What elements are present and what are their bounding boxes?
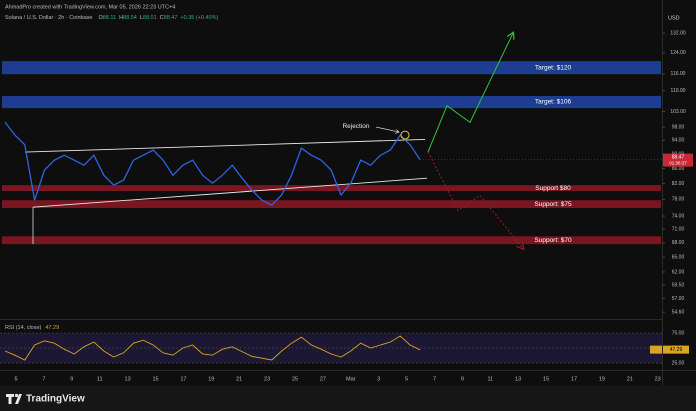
channel-lower	[32, 177, 428, 208]
annotation-arrow	[375, 126, 399, 132]
y-tick-label: 103.00	[670, 109, 686, 115]
zone-label: Target: $120	[535, 64, 572, 71]
x-tick-label: Mar	[346, 376, 356, 382]
brand: TradingView	[26, 394, 85, 405]
background	[0, 0, 696, 386]
y-tick-label: 68.00	[672, 240, 685, 246]
y-tick-label: 74.00	[672, 213, 685, 219]
y-tick-label: 54.60	[672, 309, 685, 315]
zone-label: Support: $70	[534, 237, 572, 244]
rsi-label: RSI (14, close)	[5, 325, 42, 331]
projection	[427, 33, 513, 153]
logo-icon	[6, 394, 22, 404]
x-tick-label: 21	[236, 376, 242, 382]
rsi-line	[4, 335, 421, 361]
rsi-band	[0, 332, 662, 364]
rejection-marker	[400, 130, 410, 140]
x-tick-label: 19	[208, 376, 214, 382]
zone-label: Support $80	[535, 185, 571, 192]
y-tick-label: 71.00	[672, 226, 685, 232]
x-tick-label: 11	[487, 376, 493, 382]
symbol-line: Solana / U.S. Dollar · 2h · Coinbase O88.…	[5, 15, 218, 21]
zone-label: Support: $75	[534, 201, 572, 208]
y-tick-label: 65.00	[672, 254, 685, 260]
x-tick-label: 11	[97, 376, 103, 382]
ohlc-value: 88.54	[123, 15, 137, 21]
y-tick-label: 116.00	[671, 71, 686, 77]
annotation: Rejection	[342, 123, 369, 130]
price-line	[4, 121, 421, 206]
rsi-value-badge	[663, 345, 689, 354]
zone	[2, 185, 661, 191]
x-tick-label: 19	[599, 376, 605, 382]
change: +0.35 (+0.40%)	[180, 15, 218, 21]
ohlc-value: 88.47	[164, 15, 178, 21]
x-tick-label: 5	[405, 376, 408, 382]
rsi-header: RSI (14, close) 47.29	[5, 325, 59, 331]
x-tick-label: 5	[14, 376, 17, 382]
x-tick-label: 17	[180, 376, 186, 382]
x-tick-label: 9	[70, 376, 73, 382]
currency: USD	[668, 15, 680, 21]
x-tick-label: 23	[655, 376, 661, 382]
y-tick-label: 94.00	[672, 138, 685, 144]
rsi-value: 47.29	[45, 325, 59, 331]
price-badge-value: 88.47	[672, 154, 685, 160]
symbol: Solana / U.S. Dollar · 2h · Coinbase	[5, 15, 92, 21]
ohlc-value: 88.01	[143, 15, 157, 21]
y-tick-label: 132.00	[670, 30, 686, 36]
ohlc-key: H	[119, 15, 123, 21]
y-tick-label: 82.00	[672, 181, 685, 187]
zone	[2, 61, 661, 75]
chart-title: AhmadPro created with TradingView.com, M…	[5, 4, 175, 10]
price-badge	[663, 153, 693, 167]
y-tick-label: 86.00	[672, 166, 685, 172]
x-tick-label: 15	[543, 376, 549, 382]
y-tick-label: 98.00	[672, 125, 685, 131]
footer-bar	[0, 386, 696, 411]
x-tick-label: 9	[461, 376, 464, 382]
y-tick-label: 110.00	[671, 88, 686, 94]
footer-logo	[6, 393, 22, 404]
rsi-badge-value: 47.29	[670, 347, 683, 353]
x-tick-label: 3	[377, 376, 380, 382]
rsi-badge	[650, 345, 662, 354]
zone-label: Target: $106	[535, 99, 572, 106]
projection	[427, 151, 523, 248]
logo-dot	[14, 393, 19, 398]
zone	[2, 200, 661, 209]
x-tick-label: 21	[627, 376, 633, 382]
x-tick-label: 23	[264, 376, 270, 382]
ohlc-key: C	[160, 15, 164, 21]
x-tick-label: 17	[571, 376, 577, 382]
y-tick-label: 124.00	[670, 50, 686, 56]
x-tick-label: 7	[433, 376, 436, 382]
y-tick-label: 59.50	[672, 282, 685, 288]
rsi-tick-label: 75.00	[672, 330, 685, 336]
zone	[2, 95, 661, 109]
zone	[2, 236, 661, 245]
x-tick-label: 13	[515, 376, 521, 382]
channel-upper	[24, 138, 426, 153]
y-tick-label: 62.00	[672, 269, 685, 275]
ohlc-key: O	[98, 15, 103, 21]
ohlc-key: L	[140, 15, 143, 21]
ohlc-value: 88.11	[103, 15, 116, 21]
y-tick-label: 57.00	[672, 296, 685, 302]
x-tick-label: 7	[42, 376, 45, 382]
x-tick-label: 15	[152, 376, 158, 382]
x-tick-label: 27	[320, 376, 326, 382]
y-tick-label: 78.00	[672, 197, 685, 203]
countdown: 01:36:37	[669, 160, 687, 165]
x-tick-label: 13	[125, 376, 131, 382]
rsi-tick-label: 25.00	[672, 360, 685, 366]
x-tick-label: 25	[292, 376, 298, 382]
